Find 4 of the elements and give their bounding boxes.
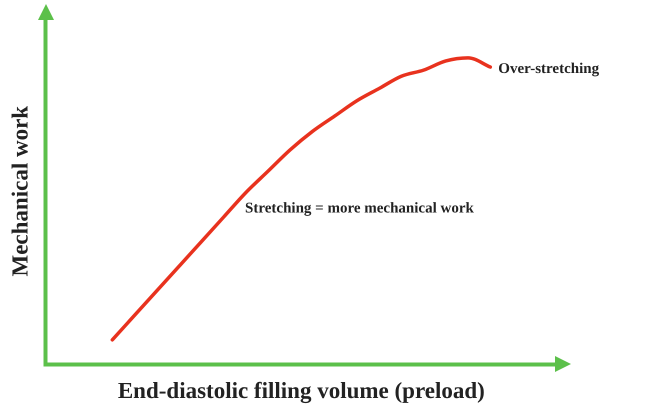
annotation: Over-stretching	[498, 60, 600, 77]
x-axis-title: End-diastolic filling volume (preload)	[118, 378, 485, 404]
annotation: Stretching = more mechanical work	[245, 200, 474, 216]
y-axis-title: Mechanical work	[8, 106, 33, 276]
